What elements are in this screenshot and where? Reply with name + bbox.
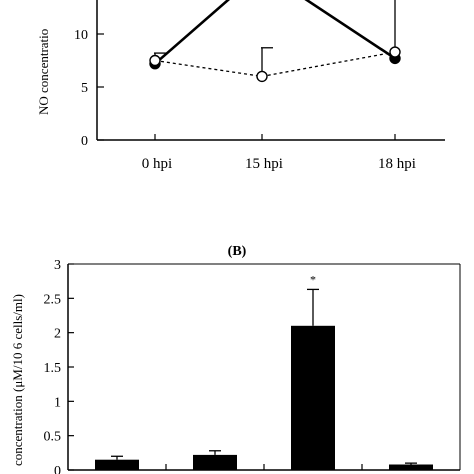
panel-b-y-tick-label: 1 xyxy=(54,395,61,410)
panel-a-x-ticks: 0 hpi 15 hpi 18 hpi xyxy=(142,134,416,172)
panel-b-ylabel: concentration (μM/10 6 cells/ml) xyxy=(10,294,25,466)
panel-a-data-point xyxy=(389,46,401,58)
panel-b-bar xyxy=(95,459,139,470)
panel-b-y-tick-label: 0.5 xyxy=(44,430,62,445)
panel-a-series-line xyxy=(154,51,396,78)
panel-a-y-tick-label: 5 xyxy=(81,81,88,96)
panel-b: concentration (μM/10 6 cells/ml) 0 0.5 1 1.… xyxy=(10,258,461,474)
panel-b-bar xyxy=(389,464,433,470)
panel-b-y-tick-label: 2 xyxy=(54,327,61,342)
panel-a-series xyxy=(149,0,401,83)
panel-a-y-tick-label: 0 xyxy=(81,134,88,149)
panel-b-y-ticks: 0 0.5 1 1.5 2 2.5 3 xyxy=(44,258,74,474)
panel-b-y-tick-label: 0 xyxy=(54,464,61,474)
panel-a-x-tick-label: 18 hpi xyxy=(378,156,416,172)
panel-a-series-line xyxy=(154,0,396,65)
panel-a-y-tick-label: 10 xyxy=(74,28,88,43)
panel-a: NO concentratio 0 5 10 0 hpi 15 hpi 18 hpi xyxy=(36,0,445,172)
panel-a-data-point xyxy=(149,54,161,67)
panel-b-bar xyxy=(291,325,335,470)
panel-a-ylabel: NO concentratio xyxy=(36,29,51,115)
panel-a-y-ticks: 0 5 10 xyxy=(74,28,104,149)
panel-b-y-tick-label: 1.5 xyxy=(44,361,62,376)
panel-b-bar xyxy=(193,454,237,470)
panel-b-label: (B) xyxy=(228,244,247,259)
panel-b-bars: * xyxy=(95,272,433,470)
panel-b-y-tick-label: 3 xyxy=(54,258,61,273)
panel-a-x-tick-label: 0 hpi xyxy=(142,156,172,172)
panel-a-data-point xyxy=(256,70,268,83)
panel-b-significance-star: * xyxy=(310,272,316,286)
panel-a-x-tick-label: 15 hpi xyxy=(245,156,283,172)
panel-b-y-tick-label: 2.5 xyxy=(44,292,62,307)
